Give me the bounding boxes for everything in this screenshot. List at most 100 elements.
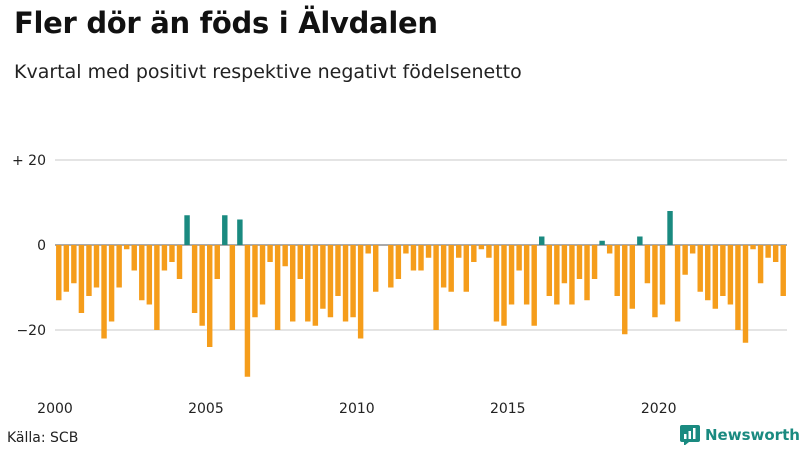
bar[interactable] [116,245,122,288]
bar[interactable] [320,245,326,309]
bar[interactable] [637,236,643,246]
bar[interactable] [176,245,183,279]
bar[interactable] [373,245,379,292]
bar[interactable] [252,245,258,318]
bar[interactable] [493,245,500,322]
bar[interactable] [516,245,522,271]
bar[interactable] [742,245,749,343]
bar[interactable] [71,245,77,284]
brand-logo[interactable]: Newsworthy [680,425,800,445]
bar[interactable] [365,245,371,254]
bar[interactable] [659,245,666,305]
bar[interactable] [501,245,507,326]
bar[interactable] [101,245,107,339]
bar[interactable] [297,245,303,279]
bar[interactable] [93,245,100,288]
bar[interactable] [576,245,583,279]
bar[interactable] [531,245,537,326]
bar[interactable] [614,245,620,296]
bar[interactable] [584,245,590,301]
bar[interactable] [259,245,266,305]
bar[interactable] [727,245,734,305]
bars [56,211,786,377]
chart-title: Fler dör än föds i Älvdalen [14,6,438,40]
bar[interactable] [546,245,553,296]
bar[interactable] [674,245,681,322]
bar[interactable] [342,245,349,322]
bar[interactable] [689,245,696,254]
bar[interactable] [388,245,394,288]
bar[interactable] [56,245,62,301]
bar[interactable] [606,245,613,254]
bar[interactable] [652,245,658,318]
bar[interactable] [63,245,70,292]
bar[interactable] [433,245,439,330]
bar[interactable] [523,245,530,305]
bar[interactable] [697,245,703,292]
bar[interactable] [305,245,311,322]
bar[interactable] [229,245,236,330]
bar[interactable] [772,245,779,262]
bar[interactable] [191,245,198,313]
bar[interactable] [750,245,756,250]
bar[interactable] [705,245,711,301]
bar[interactable] [403,245,409,254]
bar[interactable] [508,245,515,305]
bar[interactable] [456,245,462,258]
bar[interactable] [312,245,319,326]
bar[interactable] [335,245,341,296]
bar[interactable] [682,245,688,275]
bar[interactable] [448,245,454,292]
bar[interactable] [539,236,545,246]
bar[interactable] [425,245,432,258]
bar[interactable] [199,245,205,326]
bar[interactable] [395,245,402,279]
bar[interactable] [184,215,190,245]
bar[interactable] [161,245,168,271]
bar[interactable] [350,245,356,318]
bar[interactable] [214,245,220,279]
bar[interactable] [591,245,598,279]
bar[interactable] [569,245,575,305]
bar[interactable] [244,245,251,377]
bar[interactable] [154,245,160,330]
bar[interactable] [267,245,273,262]
bar[interactable] [282,245,288,267]
bar[interactable] [327,245,334,318]
bar[interactable] [237,219,243,246]
bar[interactable] [644,245,651,284]
bar[interactable] [289,245,296,322]
bar[interactable] [146,245,153,305]
bar[interactable] [206,245,213,347]
bar[interactable] [757,245,764,284]
bar[interactable] [108,245,115,322]
bar[interactable] [357,245,364,339]
bar[interactable] [629,245,636,309]
bar[interactable] [720,245,726,296]
bar[interactable] [274,245,281,330]
bar[interactable] [486,245,492,258]
bar[interactable] [599,240,605,245]
bar[interactable] [765,245,771,258]
bar[interactable] [712,245,719,309]
bar[interactable] [131,245,137,271]
bar[interactable] [478,245,485,250]
bar[interactable] [463,245,469,292]
bar[interactable] [471,245,477,262]
bar[interactable] [561,245,568,284]
bar[interactable] [780,245,786,296]
bar[interactable] [410,245,417,271]
bar[interactable] [123,245,130,250]
bar[interactable] [667,211,673,245]
bar[interactable] [554,245,560,305]
bar[interactable] [139,245,145,301]
bar[interactable] [418,245,424,271]
bar[interactable] [86,245,92,296]
bar[interactable] [169,245,175,262]
bar[interactable] [622,245,628,335]
brand-name: Newsworthy [705,426,800,444]
bar[interactable] [222,215,228,245]
bar[interactable] [78,245,85,313]
bar[interactable] [440,245,447,288]
bar[interactable] [735,245,741,330]
